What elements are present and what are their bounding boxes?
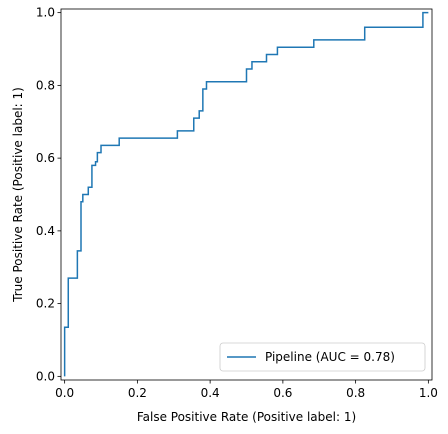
axis-ticks: 0.0 0.2 0.4 0.6 0.8 1.0 0.0 0.2 0.4 0.6 0.8 1.0 — [36, 6, 438, 400]
y-tick-label: 0.6 — [36, 151, 55, 165]
y-tick-label: 0.8 — [36, 78, 55, 92]
x-tick-label: 0.8 — [346, 386, 365, 400]
x-tick-label: 0.2 — [128, 386, 147, 400]
plot-area — [60, 8, 433, 381]
y-tick-label: 0.0 — [36, 369, 55, 383]
x-tick-label: 0.4 — [201, 386, 220, 400]
y-tick-label: 0.2 — [36, 297, 55, 311]
y-tick-label: 1.0 — [36, 6, 55, 20]
legend-box — [219, 342, 426, 372]
plot-frame — [60, 8, 433, 381]
x-tick-label: 0.0 — [55, 386, 74, 400]
y-axis-label: True Positive Rate (Positive label: 1) — [11, 87, 25, 303]
x-tick-label: 1.0 — [419, 386, 438, 400]
series-line-0 — [63, 11, 429, 377]
x-tick-label: 0.6 — [273, 386, 292, 400]
legend-entry-pipeline: Pipeline (AUC = 0.78) — [265, 350, 395, 364]
y-tick-label: 0.4 — [36, 224, 55, 238]
legend: Pipeline (AUC = 0.78) — [219, 342, 426, 372]
x-axis-label: False Positive Rate (Positive label: 1) — [137, 410, 356, 424]
